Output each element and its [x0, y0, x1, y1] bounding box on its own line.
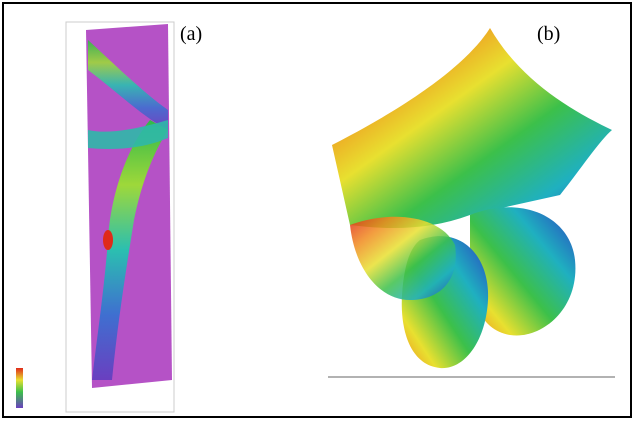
panel-label: (b)	[537, 23, 560, 45]
panel-a: (a)	[16, 22, 202, 412]
page: {"panels": [{"label": "(a)"}, {"label": …	[0, 0, 635, 421]
panel-b: (b)	[328, 23, 615, 377]
surface	[332, 28, 612, 228]
lobe	[350, 217, 456, 300]
panel-label: (a)	[180, 23, 202, 45]
figure: (a) (b)	[0, 0, 635, 421]
colorbar	[16, 368, 23, 408]
hotspot	[103, 230, 113, 250]
